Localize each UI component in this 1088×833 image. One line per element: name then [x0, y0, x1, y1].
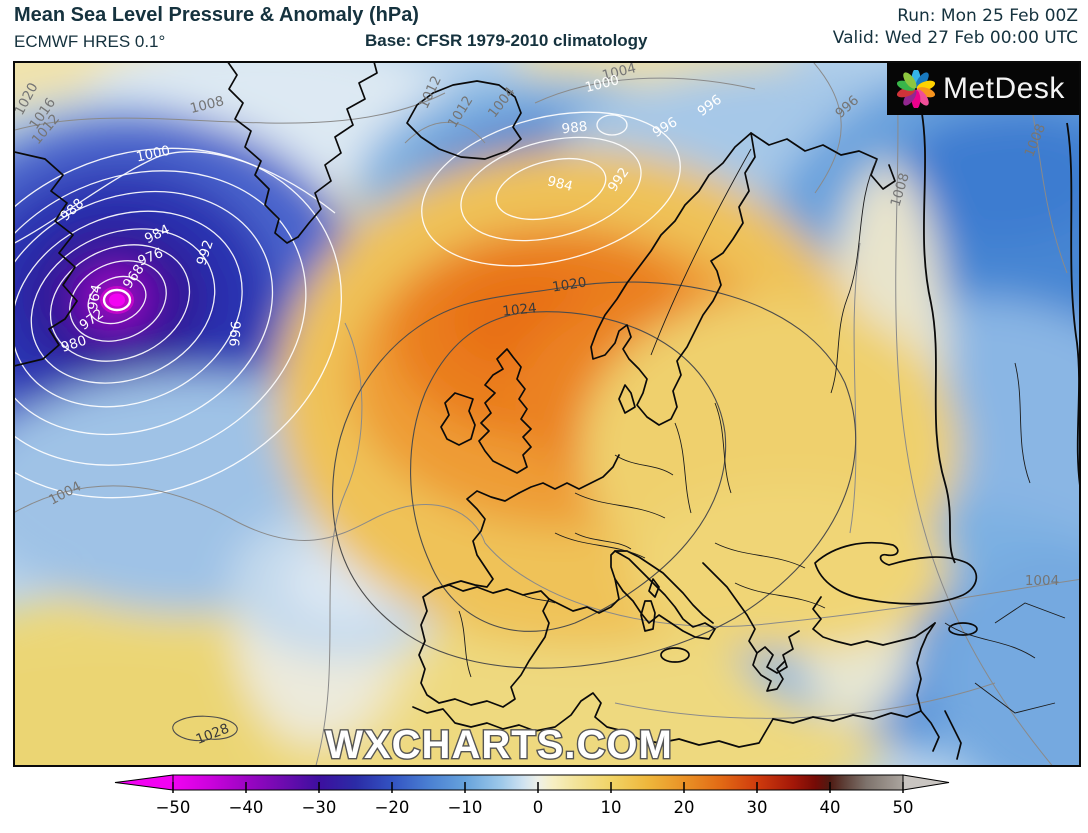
svg-text:−10: −10	[448, 798, 483, 817]
svg-text:1020: 1020	[551, 274, 587, 295]
svg-text:1004: 1004	[1025, 573, 1059, 589]
isobars-deep-low	[15, 147, 343, 499]
climatology-base-label: Base: CFSR 1979-2010 climatology	[365, 31, 648, 50]
svg-text:996: 996	[227, 320, 245, 347]
svg-text:1024: 1024	[502, 300, 538, 320]
svg-text:20: 20	[674, 798, 695, 817]
colorbar-ticks: −50 −40 −30 −20 −10 0 10 20 30 40 50	[156, 782, 914, 817]
svg-text:−20: −20	[375, 798, 410, 817]
valid-time-label: Valid: Wed 27 Feb 00:00 UTC	[832, 28, 1078, 48]
colorbar-right-arrow	[902, 774, 950, 791]
svg-text:10: 10	[601, 798, 622, 817]
metdesk-logo: MetDesk	[887, 63, 1079, 115]
colorbar-left-arrow	[114, 774, 174, 791]
svg-text:980: 980	[59, 333, 88, 356]
country-borders	[458, 148, 1066, 714]
deep-low-core	[100, 286, 134, 314]
page-title: Mean Sea Level Pressure & Anomaly (hPa)	[14, 4, 419, 26]
svg-text:964: 964	[85, 283, 105, 311]
anomaly-colorbar: −50 −40 −30 −20 −10 0 10 20 30 40 50	[114, 774, 950, 817]
svg-text:50: 50	[893, 798, 914, 817]
svg-text:992: 992	[194, 238, 217, 267]
metdesk-logo-text: MetDesk	[943, 72, 1065, 105]
svg-text:40: 40	[820, 798, 841, 817]
svg-text:−50: −50	[156, 798, 191, 817]
watermark: WXCHARTS.COM	[325, 723, 673, 765]
anomaly-shading-field	[15, 63, 1079, 765]
svg-text:0: 0	[533, 798, 544, 817]
run-time-label: Run: Mon 25 Feb 00Z	[897, 6, 1078, 26]
svg-text:−30: −30	[302, 798, 337, 817]
svg-text:−40: −40	[229, 798, 264, 817]
isobars-norwegian-low	[421, 111, 681, 267]
coastlines	[15, 63, 978, 760]
svg-text:984: 984	[546, 173, 575, 195]
svg-text:988: 988	[561, 119, 588, 138]
metdesk-pinwheel-icon	[897, 70, 935, 108]
svg-text:30: 30	[747, 798, 768, 817]
major-borders	[919, 102, 1079, 564]
pressure-anomaly-map: 1020 1016 1012 1008 1012 1012 1004 1004 1000 996 1…	[13, 61, 1081, 767]
model-label: ECMWF HRES 0.1°	[14, 32, 166, 51]
svg-text:1000: 1000	[135, 143, 172, 166]
isobars-high	[172, 281, 857, 741]
